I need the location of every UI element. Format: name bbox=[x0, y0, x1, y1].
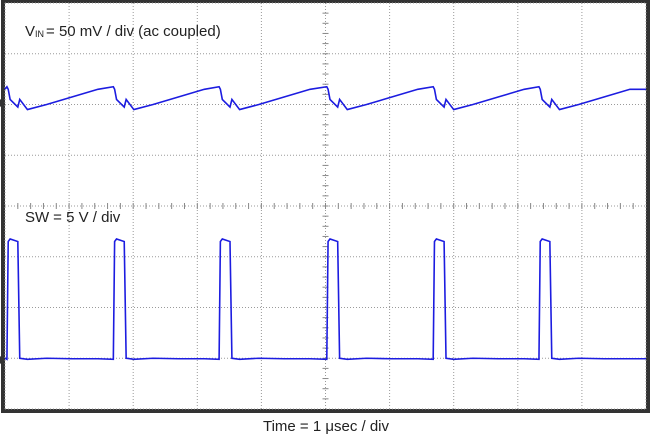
traces bbox=[4, 85, 646, 361]
sw-scale: = 5 V / div bbox=[53, 209, 121, 226]
vin-ground-marker bbox=[0, 99, 5, 107]
sw-ground-marker bbox=[0, 356, 5, 364]
vin-subscript: IN bbox=[35, 29, 44, 39]
trace bbox=[4, 238, 646, 361]
vin-name: V bbox=[25, 23, 35, 40]
trace bbox=[4, 85, 646, 111]
vin-scale: = 50 mV / div (ac coupled) bbox=[46, 23, 221, 40]
sw-name: SW bbox=[25, 209, 50, 226]
x-axis-label: Time = 1 μsec / div bbox=[263, 418, 390, 435]
center-axes bbox=[17, 12, 634, 400]
vin-label: VIN = 50 mV / div (ac coupled) bbox=[25, 23, 221, 40]
sw-label: SW = 5 V / div bbox=[25, 209, 121, 226]
